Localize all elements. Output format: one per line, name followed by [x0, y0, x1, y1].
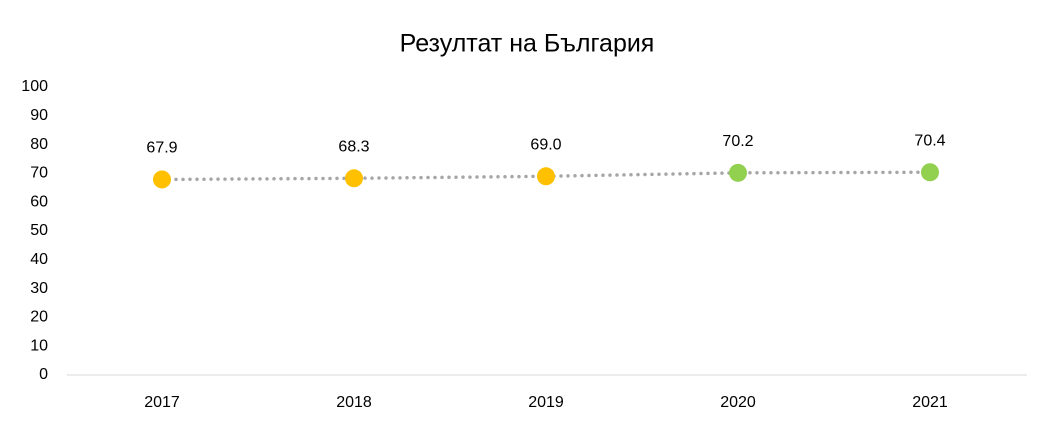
- data-label: 70.2: [722, 133, 753, 150]
- y-tick-label: 70: [30, 165, 48, 182]
- y-tick-label: 100: [21, 78, 48, 95]
- data-point: [153, 170, 171, 189]
- data-point: [729, 163, 747, 182]
- data-label: 69.0: [530, 136, 561, 153]
- x-tick-label: 2021: [912, 394, 948, 411]
- x-tick-label: 2017: [144, 394, 180, 411]
- y-tick-label: 40: [30, 251, 48, 268]
- data-label: 68.3: [338, 139, 369, 156]
- x-tick-label: 2018: [336, 394, 372, 411]
- data-point: [921, 163, 939, 182]
- y-tick-label: 60: [30, 193, 48, 210]
- data-label: 67.9: [146, 140, 177, 157]
- data-point: [345, 169, 363, 188]
- x-tick-label: 2020: [720, 394, 756, 411]
- y-tick-label: 90: [30, 107, 48, 124]
- y-tick-label: 50: [30, 222, 48, 239]
- y-tick-label: 80: [30, 136, 48, 153]
- y-tick-label: 20: [30, 309, 48, 326]
- y-tick-label: 30: [30, 280, 48, 297]
- y-tick-label: 10: [30, 337, 48, 354]
- x-tick-label: 2019: [528, 394, 564, 411]
- data-point: [537, 167, 555, 186]
- chart-title: Резултат на България: [400, 30, 655, 58]
- y-tick-label: 0: [39, 366, 48, 383]
- data-label: 70.4: [914, 132, 945, 149]
